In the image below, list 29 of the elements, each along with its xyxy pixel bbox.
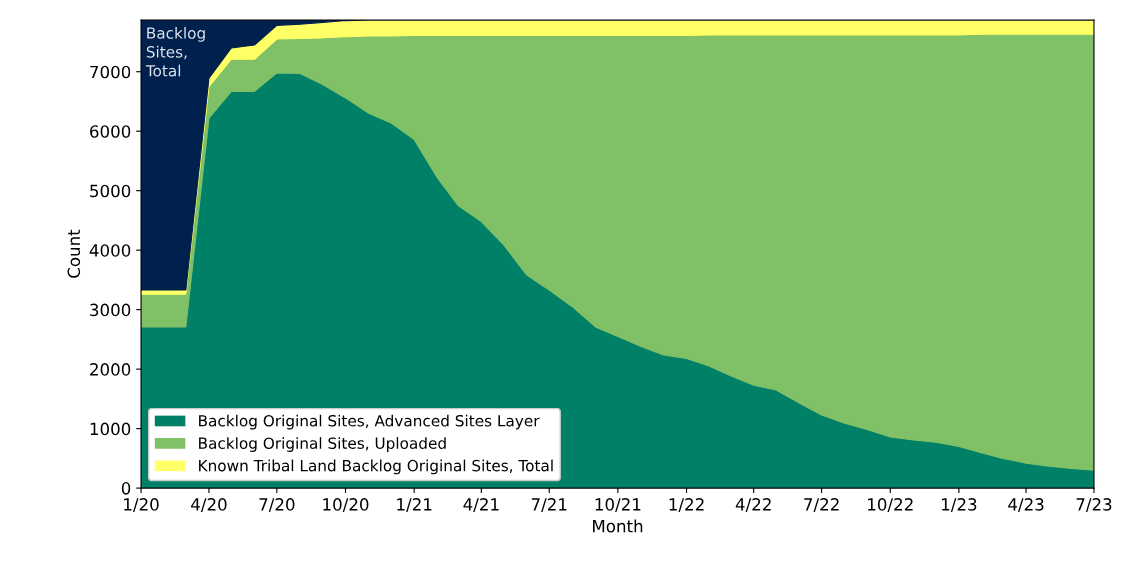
x-tick-label: 4/21 <box>463 498 499 513</box>
legend-label: Backlog Original Sites, Uploaded <box>199 437 446 452</box>
legend-label: Backlog Original Sites, Advanced Sites Layer <box>199 414 540 430</box>
x-tick-label: 7/22 <box>804 498 839 513</box>
y-axis-title: Count <box>67 229 81 278</box>
y-tick-label: 3000 <box>90 303 131 317</box>
x-tick-label: 4/23 <box>1008 498 1044 513</box>
x-tick-label: 1/20 <box>124 498 159 513</box>
y-tick-label: 6000 <box>90 125 131 138</box>
x-tick-label: 7/21 <box>531 498 567 513</box>
x-tick-label: 10/21 <box>595 498 641 513</box>
x-tick-label: 1/21 <box>397 498 432 513</box>
x-tick-label: 10/22 <box>868 498 913 513</box>
x-tick-label: 1/23 <box>942 498 977 513</box>
x-tick-label: 1/22 <box>669 498 704 513</box>
y-tick-label: 4000 <box>89 244 131 257</box>
x-tick-label: 7/20 <box>259 498 295 513</box>
legend-label: Known Tribal Land Backlog Original Sites, Total <box>199 459 553 475</box>
y-tick-label: 1000 <box>90 422 131 436</box>
x-tick-label: 4/20 <box>191 498 227 513</box>
x-tick-label: 10/20 <box>323 498 369 513</box>
y-tick-label: 7000 <box>90 65 131 79</box>
x-axis-title: Month <box>593 519 643 533</box>
y-tick-label: 2000 <box>90 363 131 376</box>
series-label: Backlog Sites, Total <box>145 27 205 77</box>
x-tick-label: 7/23 <box>1076 498 1112 513</box>
y-tick-label: 0 <box>121 482 131 495</box>
x-tick-label: 4/22 <box>735 498 771 513</box>
y-tick-label: 5000 <box>90 184 131 198</box>
